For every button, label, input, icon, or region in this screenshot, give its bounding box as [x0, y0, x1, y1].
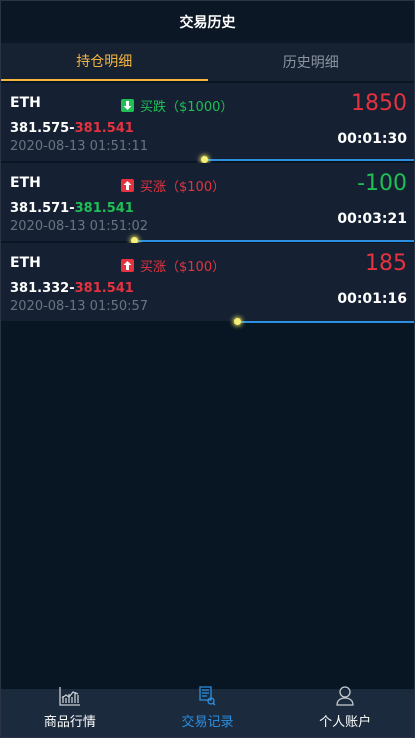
order-duration: 00:03:21 — [337, 211, 407, 227]
order-prices: 381.575-381.541 — [10, 121, 134, 136]
order-symbol: ETH — [10, 255, 41, 271]
header: 交易历史 — [1, 1, 414, 43]
order-direction: 买涨（$100） — [121, 256, 225, 275]
order-direction-label: 买涨（$100） — [140, 180, 226, 195]
progress-dot — [234, 318, 241, 325]
document-icon — [197, 686, 217, 710]
close-price: 381.541 — [74, 281, 134, 296]
arrow-up-icon — [121, 179, 134, 192]
arrow-down-icon — [121, 99, 134, 112]
order-pnl: 1850 — [351, 91, 407, 116]
tab-positions[interactable]: 持仓明细 — [1, 43, 208, 81]
order-symbol: ETH — [10, 175, 41, 191]
open-price: 381.571 — [10, 201, 70, 216]
nav-label: 个人账户 — [319, 715, 372, 730]
order-symbol: ETH — [10, 95, 41, 111]
order-pnl: 185 — [365, 251, 407, 276]
order-row[interactable]: ETH 买涨（$100） 381.571-381.541 2020-08-13 … — [1, 163, 414, 241]
progress-dot — [201, 156, 208, 163]
nav-label: 交易记录 — [181, 715, 234, 730]
bottom-nav: 商品行情 交易记录 个人账户 — [1, 686, 414, 737]
chart-icon — [59, 686, 81, 710]
tab-bar: 持仓明细 历史明细 — [1, 43, 414, 81]
progress-line — [237, 321, 414, 323]
arrow-up-icon — [121, 259, 134, 272]
order-prices: 381.332-381.541 — [10, 281, 134, 296]
progress-dot — [131, 237, 138, 244]
progress-line — [204, 159, 414, 161]
nav-account[interactable]: 个人账户 — [276, 686, 414, 737]
tab-history[interactable]: 历史明细 — [282, 55, 339, 71]
order-timestamp: 2020-08-13 01:51:02 — [10, 219, 149, 234]
order-duration: 00:01:16 — [337, 291, 407, 307]
close-price: 381.541 — [74, 121, 134, 136]
order-timestamp: 2020-08-13 01:51:11 — [10, 139, 149, 154]
open-price: 381.332 — [10, 281, 70, 296]
close-price: 381.541 — [74, 201, 134, 216]
order-timestamp: 2020-08-13 01:50:57 — [10, 299, 149, 314]
order-direction: 买跌（$1000） — [121, 96, 233, 115]
order-row[interactable]: ETH 买涨（$100） 381.332-381.541 2020-08-13 … — [1, 243, 414, 321]
order-prices: 381.571-381.541 — [10, 201, 134, 216]
nav-market[interactable]: 商品行情 — [1, 686, 139, 737]
order-direction-label: 买跌（$1000） — [140, 100, 234, 115]
order-direction: 买涨（$100） — [121, 176, 225, 195]
open-price: 381.575 — [10, 121, 70, 136]
order-direction-label: 买涨（$100） — [140, 260, 226, 275]
nav-label: 商品行情 — [43, 715, 96, 730]
order-duration: 00:01:30 — [337, 131, 407, 147]
order-pnl: -100 — [357, 171, 407, 196]
nav-trade-records[interactable]: 交易记录 — [139, 686, 277, 737]
progress-line — [134, 240, 414, 242]
order-row[interactable]: ETH 买跌（$1000） 381.575-381.541 2020-08-13… — [1, 83, 414, 161]
person-icon — [335, 686, 355, 710]
page-title: 交易历史 — [179, 15, 236, 31]
